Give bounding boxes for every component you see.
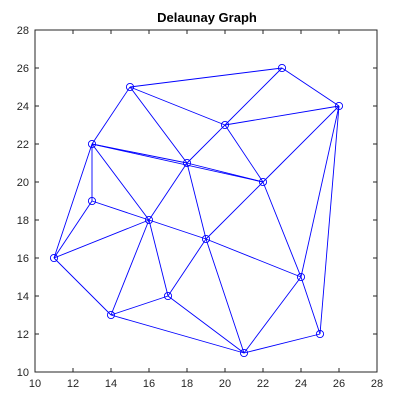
graph-edge — [53, 143, 93, 259]
plot-frame — [34, 29, 378, 373]
graph-edge — [224, 105, 340, 126]
x-tick-label: 22 — [257, 378, 269, 390]
graph-edge — [319, 105, 340, 335]
graph-node — [315, 329, 325, 339]
y-tick-label: 20 — [17, 177, 29, 189]
x-tick-label: 24 — [295, 378, 307, 390]
graph-node — [296, 272, 306, 282]
graph-node — [87, 196, 97, 206]
graph-edge — [243, 333, 321, 354]
graph-edge — [205, 238, 302, 278]
x-tick-label: 10 — [29, 378, 41, 390]
graph-edge — [262, 181, 302, 278]
axes — [34, 29, 378, 373]
graph-edge — [110, 219, 150, 316]
x-axis-ticks: 10 12 14 16 18 20 22 24 26 28 — [29, 30, 383, 390]
graph-edge — [129, 67, 283, 88]
x-tick-label: 26 — [333, 378, 345, 390]
edges-layer — [53, 67, 340, 354]
graph-node — [334, 101, 344, 111]
graph-edge — [129, 86, 226, 126]
graph-edge — [186, 162, 207, 240]
graph-edge — [91, 200, 150, 221]
graph-edge — [186, 162, 264, 183]
graph-edge — [91, 143, 264, 183]
x-tick-label: 12 — [67, 378, 79, 390]
nodes-layer — [49, 63, 344, 358]
graph-edge — [53, 257, 112, 316]
y-axis-ticks: 10 12 14 16 18 20 22 24 26 28 — [17, 25, 377, 379]
graph-edge — [224, 124, 264, 183]
graph-edge — [224, 67, 283, 126]
graph-edge — [91, 86, 131, 145]
graph-edge — [148, 162, 188, 221]
graph-edge — [129, 86, 188, 164]
y-tick-label: 22 — [17, 139, 29, 151]
graph-node — [201, 234, 211, 244]
y-tick-label: 26 — [17, 63, 29, 75]
graph-edge — [281, 67, 340, 107]
graph-node — [106, 310, 116, 320]
graph-node — [258, 177, 268, 187]
y-tick-label: 12 — [17, 329, 29, 341]
graph-edge — [186, 124, 226, 164]
graph-edge — [243, 276, 302, 354]
graph-edge — [205, 238, 245, 354]
graph-edge — [148, 219, 207, 240]
y-tick-label: 14 — [17, 291, 29, 303]
chart-title: Delaunay Graph — [157, 10, 257, 25]
y-tick-label: 10 — [17, 367, 29, 379]
graph-node — [144, 215, 154, 225]
graph-edge — [53, 219, 150, 259]
y-tick-label: 28 — [17, 25, 29, 37]
x-tick-label: 18 — [181, 378, 193, 390]
graph-edge — [167, 238, 207, 297]
graph-edge — [110, 314, 245, 354]
graph-node — [277, 63, 287, 73]
graph-edge — [167, 295, 245, 354]
x-tick-label: 16 — [143, 378, 155, 390]
graph-edge — [205, 181, 264, 240]
x-tick-label: 14 — [105, 378, 117, 390]
graph-edge — [53, 200, 93, 259]
x-tick-label: 28 — [371, 378, 383, 390]
graph-edge — [262, 105, 340, 183]
graph-node — [163, 291, 173, 301]
x-tick-label: 20 — [219, 378, 231, 390]
graph-edge — [91, 143, 150, 221]
graph-node — [239, 348, 249, 358]
graph-edge — [300, 276, 321, 335]
y-tick-label: 18 — [17, 215, 29, 227]
graph-edge — [110, 295, 169, 316]
graph-node — [87, 139, 97, 149]
y-tick-label: 16 — [17, 253, 29, 265]
graph-node — [49, 253, 59, 263]
graph-node — [182, 158, 192, 168]
graph-node — [220, 120, 230, 130]
graph-edge — [300, 105, 340, 278]
graph-node — [125, 82, 135, 92]
y-tick-label: 24 — [17, 101, 29, 113]
graph-edge — [148, 219, 169, 297]
